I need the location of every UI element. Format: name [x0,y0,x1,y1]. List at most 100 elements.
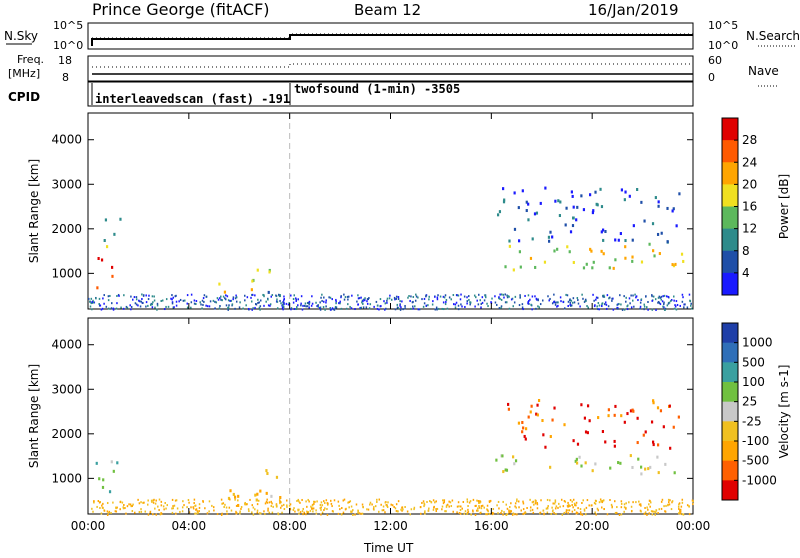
near-range-scatter [88,293,693,311]
data-cell [459,298,462,301]
data-cell [455,301,458,304]
data-cell [570,304,572,307]
freq-strip: Freq. [MHz] 18 8 60 0 Nave [8,53,779,87]
data-cell [518,506,520,509]
data-cell [340,295,342,298]
data-cell [442,499,444,502]
data-cell [569,299,571,302]
data-cell [220,513,223,516]
data-cell [267,290,270,294]
nave-tick-bottom: 0 [708,71,715,84]
x-tick-label: 04:00 [172,519,207,533]
data-cell [505,513,508,516]
data-cell [486,509,489,512]
data-cell [635,501,637,504]
data-cell [620,500,623,503]
data-cell [609,466,612,470]
data-cell [148,294,150,297]
data-cell [521,420,524,424]
data-cell [476,499,478,502]
data-cell [667,504,669,507]
data-cell [664,462,667,466]
data-cell [108,490,112,494]
data-cell [512,455,515,459]
data-cell [279,500,281,503]
data-cell [347,303,349,306]
data-cell [500,305,503,308]
data-cell [475,509,478,512]
data-cell [401,509,403,512]
data-cell [331,505,333,508]
data-cell [270,500,272,503]
data-cell [571,194,574,198]
data-cell [219,297,221,300]
data-cell [559,296,562,299]
data-cell [384,501,387,504]
data-cell [363,298,365,301]
data-cell [569,499,572,502]
data-cell [524,511,527,514]
data-cell [498,507,500,510]
data-cell [437,294,439,297]
data-cell [601,506,603,509]
data-cell [193,498,196,501]
data-cell [107,512,110,515]
data-cell [89,300,91,303]
data-cell [276,300,279,303]
data-cell [217,298,220,301]
data-cell [527,294,530,297]
data-cell [250,296,252,299]
data-cell [620,506,623,509]
data-cell [573,508,576,511]
data-cell [380,503,382,506]
data-cell [650,420,654,424]
data-cell [597,308,599,311]
data-cell [308,500,310,503]
data-cell [522,426,525,430]
data-cell [293,294,296,297]
data-cell [268,268,271,272]
data-cell [230,509,233,512]
data-cell [521,303,524,306]
data-cell [513,462,516,466]
data-cell [614,511,617,514]
data-cell [668,301,671,304]
data-cell [629,409,633,413]
data-cell [329,308,332,311]
data-cell [232,492,235,496]
data-cell [527,218,530,222]
nsky-strip: N.Sky 10^5 10^0 10^5 10^0 N.Search [4,19,800,52]
data-cell [423,503,426,506]
data-cell [320,513,322,516]
data-cell [222,295,225,298]
data-cell [572,498,575,501]
data-cell [156,302,159,305]
data-cell [271,502,273,505]
data-cell [502,293,505,296]
data-cell [394,507,397,510]
data-cell [679,508,682,511]
data-cell [654,511,657,514]
data-cell [256,511,259,514]
data-cell [141,297,143,300]
data-cell [564,223,567,227]
data-cell [457,501,460,504]
data-cell [184,299,186,302]
data-cell [495,458,498,462]
data-cell [640,298,643,301]
data-cell [329,307,332,310]
data-cell [223,506,225,509]
data-cell [636,188,639,192]
data-cell [669,446,672,450]
data-cell [575,457,578,461]
data-cell [220,298,222,301]
data-cell [542,433,545,437]
data-cell [361,512,364,515]
data-cell [627,304,629,307]
data-cell [283,508,286,511]
data-cell [587,306,589,309]
data-cell [592,293,594,296]
data-cell [335,300,337,303]
data-cell [237,499,239,502]
data-cell [244,503,246,506]
